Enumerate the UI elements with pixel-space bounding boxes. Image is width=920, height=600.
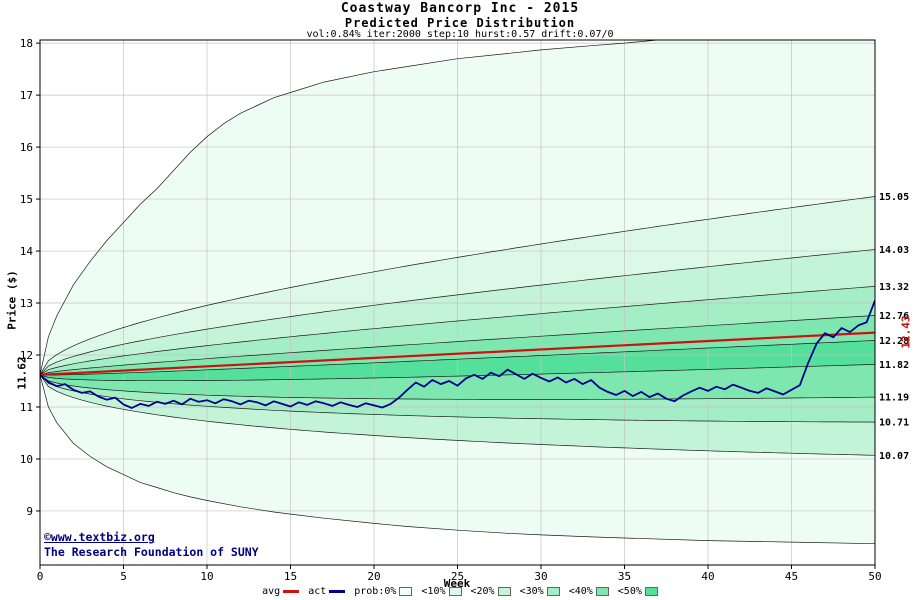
legend-item-act: act	[308, 586, 346, 597]
legend-swatch	[595, 587, 609, 596]
legend-swatch	[329, 590, 346, 593]
legend-label: prob:0%	[354, 586, 397, 597]
band-curves	[40, 40, 875, 545]
svg-text:11.82: 11.82	[879, 360, 909, 371]
svg-text:5: 5	[120, 570, 127, 583]
svg-text:50: 50	[868, 570, 881, 583]
svg-text:10.71: 10.71	[879, 418, 909, 429]
legend-swatch	[448, 587, 462, 596]
legend-item-prob0: prob:0%	[354, 586, 413, 597]
svg-text:11.19: 11.19	[879, 393, 909, 404]
avg-line	[40, 331, 875, 376]
svg-text:15: 15	[284, 570, 297, 583]
legend-label: avg	[262, 586, 281, 597]
svg-text:12.28: 12.28	[879, 336, 909, 347]
legend-label: <40%	[568, 586, 593, 597]
legend-label: <10%	[421, 586, 446, 597]
svg-text:20: 20	[367, 570, 380, 583]
start-price-label: 11.62	[15, 356, 29, 390]
svg-text:35: 35	[618, 570, 631, 583]
svg-text:40: 40	[701, 570, 714, 583]
band-end-labels: 15.05 14.03 13.32 12.76 12.28 11.82 11.19 10.71…	[879, 192, 909, 462]
legend-label: act	[308, 586, 327, 597]
svg-text:10: 10	[20, 453, 33, 466]
legend-item-avg: avg	[262, 586, 300, 597]
svg-text:15.05: 15.05	[879, 192, 909, 203]
axis-ticks: 9 10 11 12 13 14 15 16 17 18 0 5 10 15 20 25 30 35 40 45 50	[20, 37, 882, 583]
legend-label: <50%	[617, 586, 642, 597]
chart-subtitle: Predicted Price Distribution	[344, 16, 576, 30]
watermark-org: The Research Foundation of SUNY	[44, 545, 259, 559]
svg-text:45: 45	[785, 570, 798, 583]
legend-item-30: <30%	[520, 586, 560, 597]
gridlines	[40, 40, 875, 565]
svg-text:15: 15	[20, 193, 33, 206]
x-axis-title: Week	[443, 577, 471, 590]
legend: avg act prob:0% <10% <20% <30% <40% <50%	[0, 586, 920, 597]
legend-item-20: <20%	[471, 586, 511, 597]
legend-item-50: <50%	[618, 586, 658, 597]
svg-text:9: 9	[26, 505, 33, 518]
legend-item-10: <10%	[421, 586, 462, 597]
legend-label: <20%	[470, 586, 495, 597]
legend-swatch	[546, 587, 560, 596]
svg-text:16: 16	[20, 141, 33, 154]
actual-line	[40, 300, 875, 409]
legend-label: <30%	[519, 586, 544, 597]
svg-text:18: 18	[20, 37, 33, 50]
svg-text:17: 17	[20, 89, 33, 102]
svg-text:12: 12	[20, 349, 33, 362]
svg-text:12.76: 12.76	[879, 311, 909, 322]
y-axis-title: Price ($)	[5, 270, 19, 330]
legend-swatch	[497, 587, 511, 596]
svg-text:13.32: 13.32	[879, 282, 909, 293]
svg-text:30: 30	[534, 570, 547, 583]
legend-swatch	[399, 587, 413, 596]
watermark-link[interactable]: ©www.textbiz.org	[44, 530, 155, 544]
avg-end-price-label: 12.43	[899, 315, 913, 349]
svg-text:13: 13	[20, 297, 33, 310]
svg-text:14.03: 14.03	[879, 245, 909, 256]
legend-item-40: <40%	[569, 586, 609, 597]
svg-text:10.07: 10.07	[879, 451, 909, 462]
svg-text:14: 14	[20, 245, 34, 258]
chart-title: Coastway Bancorp Inc - 2015	[340, 1, 580, 16]
legend-swatch	[283, 590, 300, 593]
svg-text:25: 25	[451, 570, 464, 583]
svg-text:10: 10	[200, 570, 213, 583]
chart-parameters: vol:0.84% iter:2000 step:10 hurst:0.57 d…	[306, 29, 614, 40]
legend-swatch	[644, 587, 658, 596]
svg-text:11: 11	[20, 401, 33, 414]
svg-text:0: 0	[37, 570, 44, 583]
